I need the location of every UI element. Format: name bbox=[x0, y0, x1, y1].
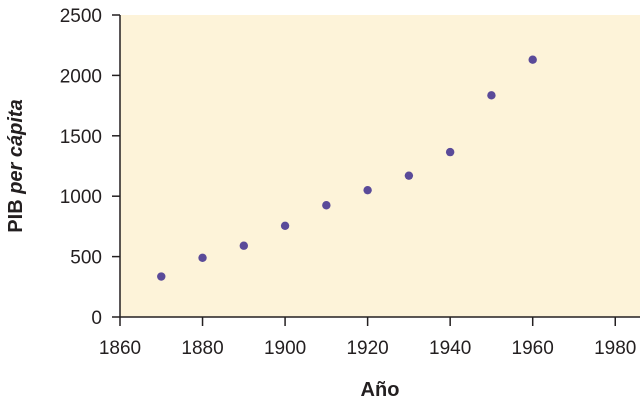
y-axis-title-italic: per cápita bbox=[5, 99, 27, 194]
data-point bbox=[239, 241, 249, 250]
data-point bbox=[404, 171, 414, 180]
data-point bbox=[487, 91, 496, 100]
y-tick-label: 2000 bbox=[60, 66, 102, 87]
x-tick-label: 1980 bbox=[594, 338, 636, 359]
data-point bbox=[445, 147, 455, 157]
x-tick-label: 1940 bbox=[429, 338, 471, 359]
y-tick-label: 500 bbox=[70, 248, 102, 269]
y-tick-label: 1000 bbox=[60, 187, 102, 208]
y-axis-title-main: PIB bbox=[5, 194, 27, 233]
y-tick-label: 0 bbox=[91, 308, 102, 329]
data-point bbox=[280, 221, 290, 230]
x-axis-title: Año bbox=[361, 379, 400, 401]
x-tick-label: 1960 bbox=[512, 338, 554, 359]
tick-labels: 1860 1880 1900 1920 1940 1960 1980 0 500 1000 1500… bbox=[60, 6, 637, 359]
x-tick-label: 1900 bbox=[264, 338, 306, 359]
plot-area bbox=[120, 15, 640, 317]
data-point bbox=[363, 185, 372, 195]
y-tick-label: 2500 bbox=[60, 6, 102, 27]
data-point bbox=[528, 55, 537, 64]
data-point bbox=[198, 253, 207, 263]
axis-ticks bbox=[112, 14, 616, 326]
x-tick-label: 1880 bbox=[181, 338, 223, 359]
data-point bbox=[322, 201, 331, 210]
x-tick-label: 1920 bbox=[346, 338, 388, 359]
y-tick-label: 1500 bbox=[60, 127, 102, 148]
y-axis-title: PIB per cápita bbox=[5, 99, 27, 232]
x-tick-label: 1860 bbox=[99, 338, 141, 359]
data-point bbox=[157, 272, 166, 281]
data-points bbox=[157, 55, 537, 281]
